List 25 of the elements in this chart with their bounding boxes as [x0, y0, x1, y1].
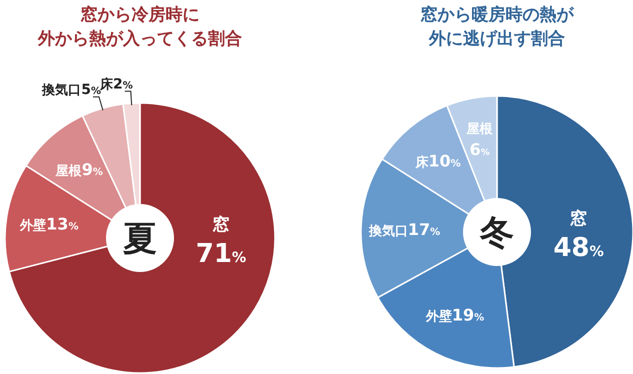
- data-label: 5%: [81, 82, 101, 98]
- slice-label: 屋根: [54, 164, 83, 180]
- slice-label: 換気口: [41, 82, 82, 98]
- slice-label: 窓: [212, 215, 230, 235]
- slice-label: 床: [414, 154, 430, 171]
- slice-label: 外壁: [424, 308, 452, 324]
- slice-label: 換気口: [368, 224, 408, 240]
- slice-label: 窓: [570, 209, 588, 229]
- chart-title: 窓から冷房時に: [80, 5, 200, 25]
- data-label: 17%: [408, 220, 440, 240]
- text: 夏: [123, 219, 157, 259]
- data-label: 13%: [46, 214, 78, 234]
- slice-label: 屋根: [466, 122, 494, 138]
- data-label: 71%: [196, 239, 246, 269]
- chart-subtitle: 外から熱が入ってくる割合: [37, 29, 242, 49]
- data-label: 48%: [553, 233, 604, 263]
- data-label: 6%: [470, 140, 490, 160]
- data-label: 2%: [112, 76, 133, 92]
- data-label: 10%: [428, 152, 461, 171]
- data-label: 9%: [82, 160, 103, 180]
- text: 冬: [479, 213, 514, 253]
- data-label: 19%: [452, 305, 484, 324]
- chart-title: 窓から暖房時の熱が: [420, 5, 574, 25]
- slice-label: 外壁: [19, 218, 46, 234]
- chart-subtitle: 外に逃げ出す割合: [428, 29, 565, 49]
